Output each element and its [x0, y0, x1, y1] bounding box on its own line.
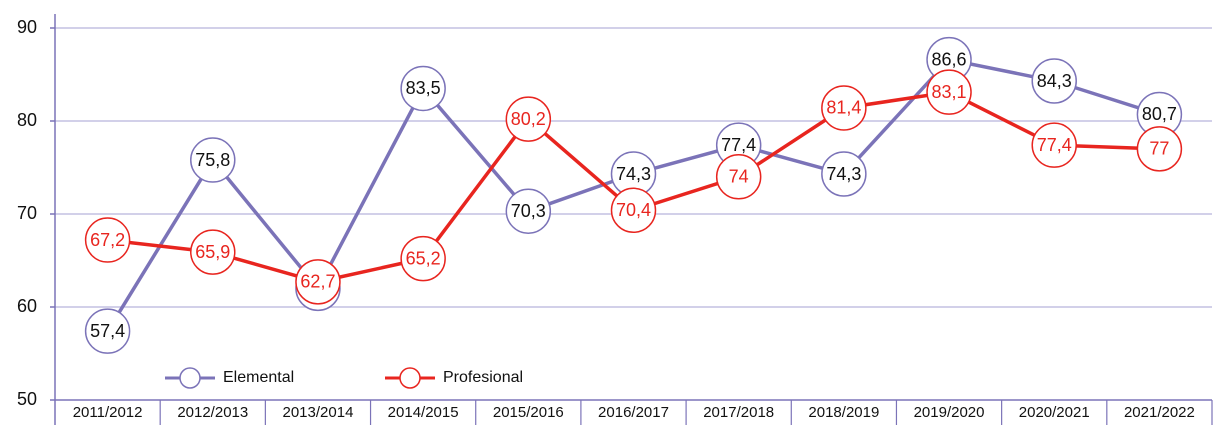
legend-marker	[399, 367, 421, 389]
data-label: 65,2	[406, 248, 441, 268]
point-marker	[1031, 58, 1077, 104]
y-tick-label: 50	[17, 389, 37, 409]
x-tick-label: 2013/2014	[283, 404, 354, 421]
x-tick-label: 2011/2012	[73, 404, 143, 421]
data-label: 81,4	[826, 98, 861, 118]
point-marker	[190, 137, 236, 183]
data-label: 75,8	[195, 150, 230, 170]
point-marker	[190, 229, 236, 275]
x-tick-label: 2021/2022	[1124, 404, 1195, 421]
point-marker	[821, 151, 867, 197]
data-label: 77,4	[721, 135, 756, 155]
point-marker	[926, 69, 972, 115]
point-marker	[505, 96, 552, 142]
x-tick-label: 2016/2017	[598, 404, 669, 421]
point-marker	[295, 259, 341, 305]
data-label: 83,5	[406, 78, 441, 98]
data-label: 70,4	[616, 200, 651, 220]
data-label: 65,9	[195, 242, 230, 262]
point-marker	[505, 188, 552, 234]
point-marker	[715, 154, 762, 200]
y-tick-label: 90	[17, 17, 37, 37]
y-tick-label: 60	[17, 296, 37, 316]
y-tick-label: 80	[17, 110, 37, 130]
x-tick-label: 2015/2016	[493, 404, 564, 421]
data-label: 77	[1149, 139, 1169, 159]
data-label: 70,3	[511, 201, 546, 221]
point-marker	[400, 235, 446, 282]
data-label: 74,3	[616, 164, 651, 184]
point-marker	[1136, 126, 1183, 172]
point-marker	[821, 85, 867, 131]
point-marker	[610, 187, 657, 234]
data-label: 74	[729, 167, 749, 187]
x-tick-label: 2018/2019	[808, 404, 879, 421]
x-tick-label: 2014/2015	[388, 404, 459, 421]
data-label: 83,1	[932, 82, 967, 102]
legend-marker	[179, 367, 201, 389]
data-label: 86,6	[932, 49, 967, 69]
data-label: 74,3	[826, 164, 861, 184]
x-tick-label: 2019/2020	[914, 404, 985, 421]
data-label: 77,4	[1037, 135, 1072, 155]
point-marker	[1031, 122, 1077, 168]
data-label: 80,2	[511, 109, 546, 129]
data-label: 84,3	[1037, 71, 1072, 91]
y-tick-label: 70	[17, 203, 37, 223]
data-label: 62,7	[300, 272, 335, 292]
x-tick-label: 2017/2018	[703, 404, 774, 421]
point-marker	[84, 308, 131, 354]
legend-label: Profesional	[443, 369, 523, 386]
point-marker	[84, 217, 131, 263]
legend-label: Elemental	[223, 369, 294, 386]
x-tick-label: 2020/2021	[1019, 404, 1090, 421]
data-label: 57,4	[90, 321, 125, 341]
x-tick-label: 2012/2013	[177, 404, 248, 421]
data-label: 67,2	[90, 230, 125, 250]
point-marker	[400, 65, 446, 112]
data-label: 80,7	[1142, 104, 1177, 124]
